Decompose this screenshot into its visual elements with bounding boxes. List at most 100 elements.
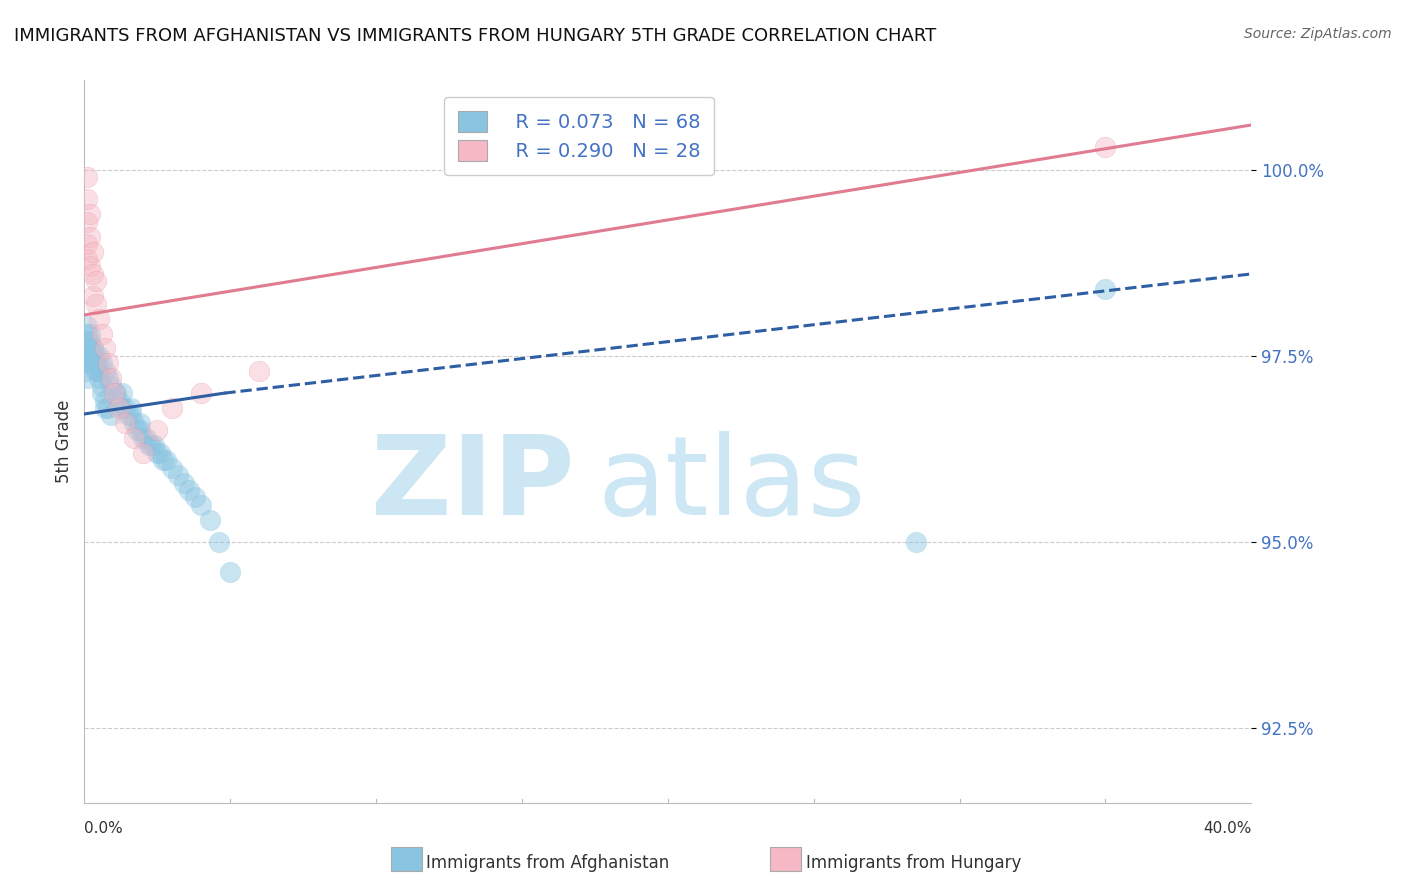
Point — [82, 342, 104, 356]
Point — [76, 193, 98, 207]
Point — [79, 356, 101, 370]
Text: IMMIGRANTS FROM AFGHANISTAN VS IMMIGRANTS FROM HUNGARY 5TH GRADE CORRELATION CHA: IMMIGRANTS FROM AFGHANISTAN VS IMMIGRANT… — [14, 27, 936, 45]
Point — [87, 311, 110, 326]
Point — [143, 438, 166, 452]
Point — [79, 207, 101, 221]
Point — [76, 252, 98, 266]
Point — [76, 215, 98, 229]
Point — [122, 431, 145, 445]
Point — [87, 349, 110, 363]
Text: Immigrants from Hungary: Immigrants from Hungary — [806, 854, 1021, 871]
Point — [122, 416, 145, 430]
Point — [90, 326, 112, 341]
Point — [1094, 140, 1116, 154]
Point — [82, 267, 104, 281]
Point — [904, 535, 927, 549]
Point — [146, 423, 169, 437]
Point — [76, 326, 98, 341]
Point — [97, 401, 120, 415]
Point — [135, 431, 157, 445]
Point — [125, 423, 148, 437]
Legend:   R = 0.073   N = 68,   R = 0.290   N = 28: R = 0.073 N = 68, R = 0.290 N = 28 — [444, 97, 714, 175]
Point — [100, 378, 122, 392]
Point — [111, 386, 134, 401]
Point — [90, 378, 112, 392]
Point — [198, 513, 221, 527]
Text: 0.0%: 0.0% — [84, 822, 124, 837]
Point — [82, 349, 104, 363]
Point — [84, 356, 107, 370]
Point — [160, 401, 183, 415]
Point — [79, 342, 101, 356]
Point — [111, 401, 134, 415]
Point — [87, 364, 110, 378]
Point — [79, 334, 101, 348]
Point — [190, 386, 212, 401]
Point — [76, 371, 98, 385]
Point — [132, 431, 155, 445]
Point — [84, 349, 107, 363]
Point — [76, 364, 98, 378]
Point — [79, 260, 101, 274]
Text: 40.0%: 40.0% — [1204, 822, 1251, 837]
Text: atlas: atlas — [598, 432, 866, 539]
Point — [128, 423, 150, 437]
Point — [76, 334, 98, 348]
Point — [87, 371, 110, 385]
Point — [149, 446, 172, 460]
Point — [97, 356, 120, 370]
Point — [219, 565, 242, 579]
Point — [76, 356, 98, 370]
Point — [132, 446, 155, 460]
Text: Immigrants from Afghanistan: Immigrants from Afghanistan — [426, 854, 669, 871]
Point — [207, 535, 229, 549]
Point — [76, 170, 98, 185]
Point — [76, 342, 98, 356]
Point — [100, 371, 122, 385]
Point — [155, 453, 177, 467]
Point — [82, 356, 104, 370]
Point — [94, 364, 117, 378]
Point — [179, 483, 201, 497]
Y-axis label: 5th Grade: 5th Grade — [55, 400, 73, 483]
Point — [173, 475, 195, 490]
Point — [105, 386, 128, 401]
Point — [79, 229, 101, 244]
Point — [120, 401, 142, 415]
Point — [94, 342, 117, 356]
Point — [117, 409, 139, 423]
Point — [76, 319, 98, 334]
Point — [138, 438, 160, 452]
Point — [103, 386, 125, 401]
Point — [94, 401, 117, 415]
Point — [141, 438, 163, 452]
Point — [90, 386, 112, 401]
Point — [103, 386, 125, 401]
Point — [84, 297, 107, 311]
Point — [108, 401, 131, 415]
Point — [184, 491, 207, 505]
Point — [79, 326, 101, 341]
Point — [94, 393, 117, 408]
Point — [108, 393, 131, 408]
Point — [79, 349, 101, 363]
Point — [249, 364, 271, 378]
Text: Source: ZipAtlas.com: Source: ZipAtlas.com — [1244, 27, 1392, 41]
Text: ZIP: ZIP — [371, 432, 575, 539]
Point — [97, 371, 120, 385]
Point — [76, 237, 98, 252]
Point — [166, 468, 188, 483]
Point — [84, 274, 107, 288]
Point — [84, 364, 107, 378]
Point — [82, 342, 104, 356]
Point — [160, 460, 183, 475]
Point — [90, 356, 112, 370]
Point — [152, 453, 174, 467]
Point — [84, 356, 107, 370]
Point — [128, 416, 150, 430]
Point — [114, 401, 136, 415]
Point — [82, 244, 104, 259]
Point — [146, 446, 169, 460]
Point — [87, 364, 110, 378]
Point — [82, 289, 104, 303]
